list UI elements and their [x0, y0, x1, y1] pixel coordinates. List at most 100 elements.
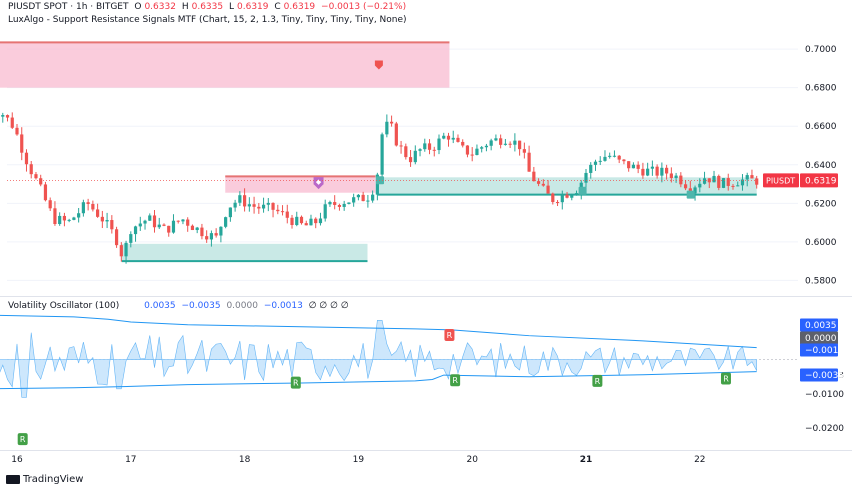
candle-body	[314, 218, 318, 224]
candle-body	[72, 217, 76, 220]
candle-body	[34, 174, 38, 179]
indicator-legend[interactable]: LuxAlgo - Support Resistance Signals MTF…	[8, 15, 410, 25]
osc-tick-label: −0.0100	[805, 390, 844, 400]
candle-body	[418, 149, 422, 151]
candle-body	[105, 220, 109, 222]
candle-body	[48, 200, 52, 209]
candle-body	[660, 167, 664, 176]
osc-value-2: −0.0035	[181, 301, 221, 311]
candle-body	[717, 175, 721, 188]
low-value: 0.6319	[237, 2, 269, 12]
candle-body	[352, 197, 356, 203]
price-tick-label: 0.6800	[805, 84, 837, 94]
candle-body	[513, 140, 517, 145]
candle-body	[5, 115, 10, 118]
candle-body	[290, 217, 294, 226]
candle-body	[285, 211, 289, 218]
symbol-title[interactable]: PIUSDT SPOT · 1h · BITGET	[8, 2, 129, 12]
oscillator-legend[interactable]: Volatility Oscillator (100) 0.0035 −0.00…	[8, 301, 352, 311]
osc-value-4: −0.0013	[263, 301, 303, 311]
candle-body	[669, 173, 673, 179]
candle-body	[299, 216, 304, 224]
zone-resistance	[0, 42, 450, 88]
price-badge-symbol-bg	[763, 173, 799, 188]
candle-body	[24, 152, 29, 165]
candle-body	[589, 164, 593, 173]
osc-signal-badge	[290, 376, 301, 389]
candle-body	[394, 123, 398, 146]
osc-value-tail: ∅ ∅ ∅ ∅	[308, 301, 349, 311]
breakout-signal-label: ◆	[316, 178, 322, 186]
candle-body	[755, 178, 759, 185]
candle-body	[337, 204, 342, 207]
zone-resistance	[225, 176, 376, 193]
osc-signal-badge	[444, 329, 455, 342]
candle-body	[641, 168, 645, 176]
candle-body	[143, 220, 147, 224]
candle-body	[546, 185, 550, 194]
candle-body	[186, 219, 190, 226]
oscillator-area	[0, 319, 757, 398]
indicator-title[interactable]: LuxAlgo - Support Resistance Signals MTF…	[8, 15, 407, 25]
candle-body	[257, 206, 261, 209]
osc-signal-label: R	[20, 435, 26, 444]
candle-body	[404, 146, 408, 158]
osc-badge-lower-bg	[800, 368, 838, 382]
candle-body	[389, 121, 394, 124]
candle-body	[119, 245, 123, 257]
osc-badge-zero: 0.0000	[805, 334, 837, 344]
candle-body	[693, 187, 697, 194]
candle-body	[167, 225, 171, 233]
candle-body	[261, 204, 266, 209]
candle-body	[674, 175, 678, 179]
candle-body	[698, 183, 702, 188]
candle-body	[683, 184, 688, 189]
candle-body	[731, 185, 735, 187]
osc-signal-label: R	[595, 377, 601, 386]
osc-signal-badge	[720, 372, 731, 385]
candle-body	[43, 184, 48, 201]
osc-badge-zero-bg	[800, 331, 838, 345]
candle-body	[77, 213, 81, 218]
candle-body	[162, 224, 166, 226]
candle-body	[86, 202, 90, 204]
candle-body	[318, 218, 323, 224]
price-badge-value-bg	[800, 173, 838, 188]
tradingview-watermark[interactable]: TradingView	[6, 474, 83, 485]
candle-body	[129, 234, 133, 243]
time-tick-label: 22	[694, 455, 705, 465]
candle-body	[224, 217, 228, 227]
candle-body	[536, 181, 541, 184]
close-label: C	[274, 2, 281, 12]
candle-body	[665, 167, 669, 174]
candle-body	[81, 202, 85, 214]
change-value: −0.0013 (−0.21%)	[321, 2, 407, 12]
candle-body	[555, 202, 560, 204]
osc-signal-label: R	[293, 379, 299, 388]
candle-body	[532, 171, 536, 182]
candle-body	[518, 140, 522, 150]
candle-body	[617, 155, 621, 160]
candle-body	[385, 121, 389, 135]
price-badge-value: 0.6319	[805, 176, 837, 186]
candle-body	[551, 193, 555, 203]
candle-body	[233, 202, 237, 208]
candle-body	[309, 218, 313, 226]
candle-body	[423, 143, 427, 150]
candle-body	[721, 178, 726, 188]
support-signal-icon	[376, 176, 385, 185]
candle-body	[702, 178, 707, 184]
oscillator-title[interactable]: Volatility Oscillator (100)	[8, 301, 120, 311]
candle-body	[736, 185, 740, 187]
candle-body	[366, 200, 370, 202]
candle-body	[214, 233, 218, 236]
price-tick-label: 0.7000	[805, 45, 837, 55]
osc-signal-badge	[450, 374, 461, 387]
resistance-signal-icon	[374, 60, 383, 70]
candle-body	[266, 202, 270, 205]
candle-body	[371, 194, 375, 201]
candle-body	[209, 233, 214, 240]
candle-body	[100, 216, 104, 222]
